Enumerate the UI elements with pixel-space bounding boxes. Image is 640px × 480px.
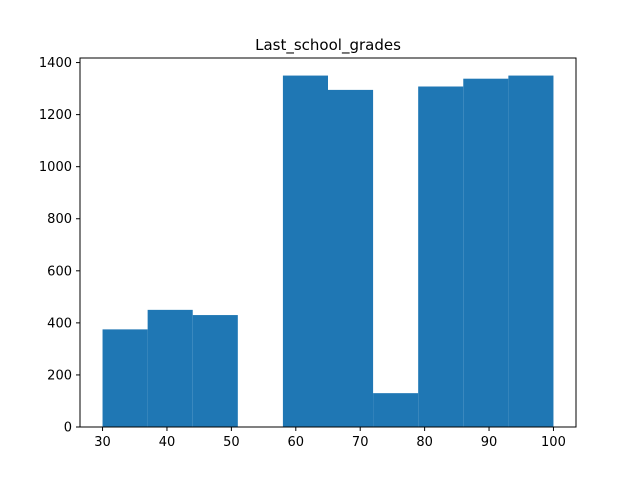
y-tick-label: 0 [64, 421, 72, 436]
x-tick-label: 60 [288, 435, 305, 450]
x-tick-label: 100 [541, 435, 566, 450]
axes-frame [79, 57, 577, 428]
y-tick-label: 400 [47, 316, 72, 331]
histogram-bar-8 [463, 78, 509, 427]
histogram-bar-6 [373, 393, 419, 427]
y-tick-label: 600 [47, 264, 72, 279]
histogram-bar-7 [418, 86, 464, 427]
histogram-bar-2 [192, 315, 238, 427]
y-tick-label: 800 [47, 212, 72, 227]
histogram-bar-5 [328, 89, 374, 427]
y-axis: 0 200 400 600 800 1000 1200 1400 [39, 56, 80, 436]
x-tick-label: 90 [481, 435, 498, 450]
y-tick-label: 1200 [39, 108, 72, 123]
y-tick-label: 1400 [39, 56, 72, 71]
histogram-bar-0 [102, 329, 148, 427]
x-tick-label: 80 [416, 435, 433, 450]
chart-title: Last_school_grades [255, 36, 401, 55]
histogram-bar-1 [147, 309, 193, 427]
x-tick-label: 30 [94, 435, 111, 450]
x-tick-label: 70 [352, 435, 369, 450]
histogram-bar-9 [508, 75, 554, 428]
bars-group [102, 75, 554, 428]
y-tick-label: 1000 [39, 160, 72, 175]
y-tick-label: 200 [47, 368, 72, 383]
histogram-bar-4 [282, 75, 328, 428]
x-tick-label: 40 [159, 435, 176, 450]
x-tick-label: 50 [223, 435, 240, 450]
x-axis: 30 40 50 60 70 80 90 100 [94, 427, 566, 450]
